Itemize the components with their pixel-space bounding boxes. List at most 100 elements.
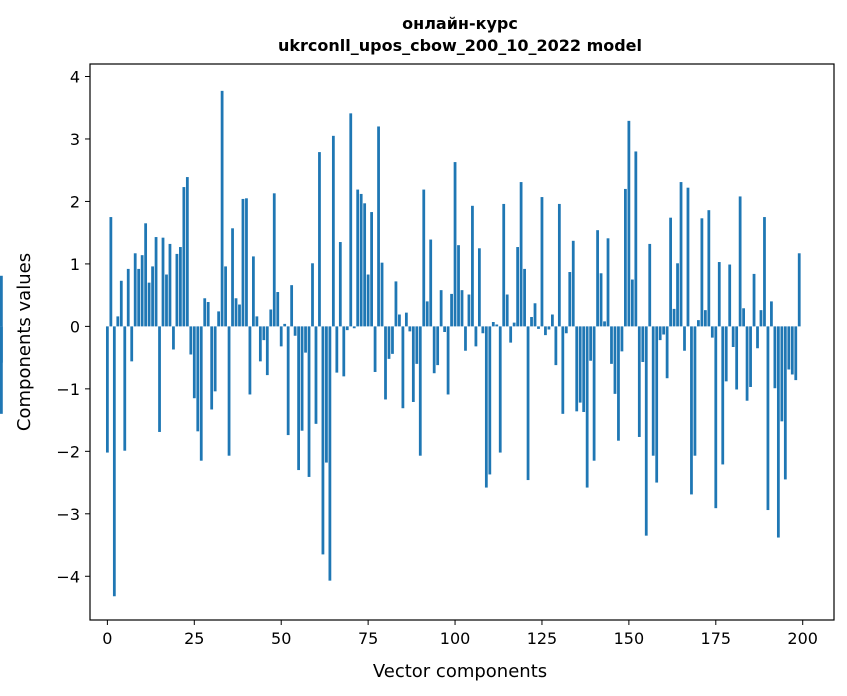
bar: [276, 292, 280, 327]
x-tick-label: 125: [527, 629, 558, 648]
bar: [432, 326, 436, 374]
bar: [648, 243, 652, 327]
bar: [154, 237, 158, 327]
x-tick-label: 150: [614, 629, 645, 648]
bar: [422, 189, 426, 327]
bar: [547, 326, 551, 330]
bar: [189, 326, 193, 355]
bar: [759, 310, 763, 327]
bar: [471, 205, 474, 327]
bar: [238, 304, 241, 327]
bar: [683, 326, 686, 351]
bar: [262, 326, 266, 341]
bar: [161, 237, 165, 327]
bar: [172, 326, 175, 350]
bar: [109, 217, 113, 327]
x-tick-label: 50: [271, 629, 291, 648]
bar: [196, 326, 200, 432]
bar: [787, 326, 791, 370]
bar: [603, 321, 606, 327]
y-axis-ticks: 4 3 2 1 0 −1 −2 −3 −4: [56, 67, 90, 586]
bar: [655, 326, 659, 483]
bar: [342, 326, 346, 377]
bar: [345, 326, 349, 331]
bar: [561, 326, 565, 414]
bar: [707, 210, 711, 327]
bar: [717, 262, 721, 327]
y-tick-label: −2: [56, 442, 80, 461]
bar: [321, 326, 325, 555]
bar: [509, 326, 513, 343]
bar: [790, 326, 794, 375]
bar: [477, 248, 481, 327]
bar: [293, 326, 297, 336]
y-tick-label: 0: [70, 317, 80, 336]
bar: [557, 203, 561, 327]
y-tick-label: −3: [56, 505, 80, 524]
bar: [286, 326, 290, 436]
bar: [575, 326, 579, 412]
bar: [797, 253, 801, 327]
bar: [300, 326, 304, 431]
bar: [307, 326, 311, 477]
bar: [436, 326, 440, 366]
bar: [425, 301, 429, 327]
bar: [241, 198, 245, 327]
bar: [460, 290, 464, 327]
bar: [283, 323, 287, 327]
bar: [165, 274, 168, 327]
bar: [391, 326, 394, 354]
y-tick-label: 1: [70, 255, 80, 274]
bar: [554, 326, 558, 366]
x-tick-label: 100: [440, 629, 471, 648]
bar: [137, 268, 141, 327]
bar: [752, 273, 756, 327]
bar: [610, 326, 613, 364]
bar: [411, 326, 415, 402]
bar: [710, 326, 714, 338]
bar: [290, 285, 294, 327]
bar: [318, 152, 321, 327]
bar: [669, 217, 672, 327]
bar: [697, 320, 700, 327]
x-axis-ticks: 0 25 50 75 100 125 150 175 200: [102, 620, 818, 648]
x-tick-label: 200: [787, 629, 818, 648]
bar: [488, 326, 492, 475]
bar: [380, 262, 384, 327]
bar: [279, 326, 283, 347]
bar: [634, 151, 638, 327]
bar: [505, 294, 509, 327]
bar: [585, 326, 589, 488]
bar: [331, 135, 335, 327]
bar: [203, 298, 207, 327]
bar: [401, 326, 405, 409]
bar: [630, 279, 634, 327]
bar: [119, 280, 123, 327]
bar: [234, 298, 238, 327]
bar: [185, 177, 189, 327]
x-tick-label: 175: [701, 629, 732, 648]
bar: [304, 326, 307, 353]
bar: [269, 309, 273, 327]
bar: [540, 197, 544, 327]
bar: [377, 126, 380, 327]
bar: [349, 113, 353, 327]
bar: [398, 314, 401, 327]
bar: [749, 326, 752, 387]
bar: [617, 326, 620, 441]
bar: [446, 326, 450, 395]
bar: [224, 266, 227, 327]
bar: [443, 326, 447, 332]
bar: [474, 326, 478, 347]
bar: [703, 310, 707, 327]
bar: [624, 188, 627, 327]
bar: [770, 301, 773, 327]
bar: [252, 256, 255, 327]
bar: [457, 245, 460, 327]
bar: [756, 326, 759, 349]
bar: [220, 90, 224, 327]
bar: [780, 326, 784, 422]
bar: [168, 243, 172, 327]
bar: [210, 326, 214, 410]
bar: [415, 326, 419, 364]
